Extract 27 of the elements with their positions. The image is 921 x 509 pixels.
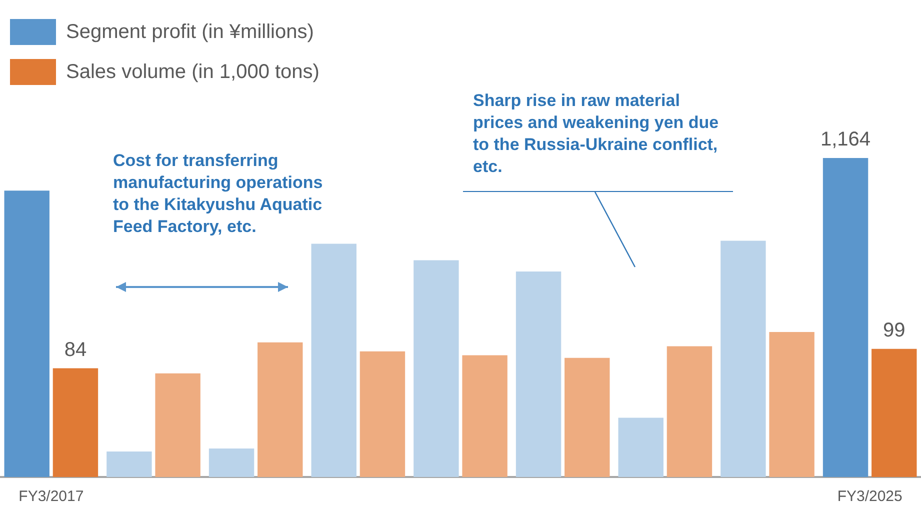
bar bbox=[564, 358, 610, 477]
legend-label: Sales volume (in 1,000 tons) bbox=[66, 60, 320, 84]
legend-label: Segment profit (in ¥millions) bbox=[66, 20, 314, 44]
bar bbox=[414, 260, 459, 477]
data-label: 99 bbox=[883, 319, 906, 342]
bar bbox=[872, 348, 917, 477]
bar bbox=[360, 351, 406, 477]
data-label: 84 bbox=[64, 338, 87, 361]
bar bbox=[208, 448, 254, 477]
bar bbox=[618, 418, 664, 477]
bar bbox=[822, 158, 868, 477]
bar bbox=[52, 368, 98, 477]
bar bbox=[769, 332, 814, 477]
bar bbox=[106, 452, 152, 477]
x-tick-label: FY3/2025 bbox=[837, 488, 902, 506]
x-tick-label: FY3/2017 bbox=[18, 488, 84, 506]
data-label: 1,164 bbox=[820, 128, 871, 151]
bar bbox=[311, 244, 356, 477]
bar bbox=[720, 240, 766, 477]
bar bbox=[155, 373, 200, 477]
bar bbox=[258, 342, 303, 477]
bar bbox=[666, 346, 712, 477]
annotation: Sharp rise in raw material prices and weakening yen due to the Russia-Ukraine conflict, etc. bbox=[463, 90, 733, 192]
bar bbox=[4, 190, 50, 477]
bar bbox=[462, 355, 508, 477]
bar bbox=[516, 271, 562, 477]
annotation: Cost for transferring manufacturing operations to the Kitakyushu Aquatic Feed Factory, etc. bbox=[113, 150, 323, 238]
